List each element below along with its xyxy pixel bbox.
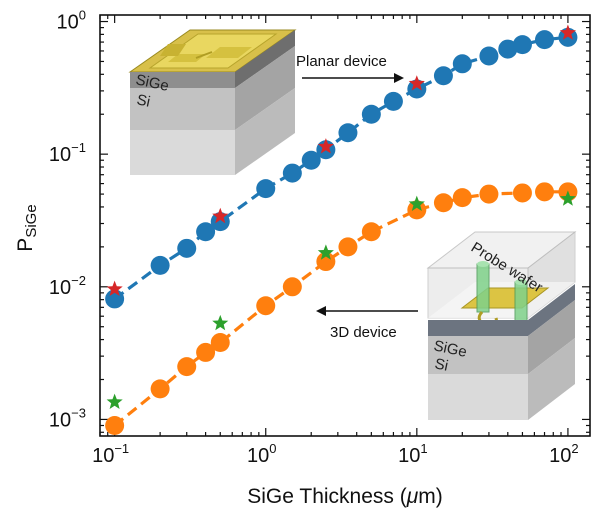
series-0-point bbox=[282, 163, 302, 183]
series-2-point bbox=[535, 182, 555, 202]
series-0-point bbox=[433, 66, 453, 86]
series-0-point bbox=[177, 238, 197, 258]
series-2-point bbox=[479, 184, 499, 204]
series-0-point bbox=[479, 46, 499, 66]
series-0-point bbox=[150, 255, 170, 275]
series-0-point bbox=[196, 222, 216, 242]
series-1-star bbox=[317, 138, 334, 154]
series-3-star bbox=[106, 393, 123, 409]
y-tick-label: 10−3 bbox=[49, 405, 86, 431]
svg-text:PSiGe: PSiGe bbox=[14, 204, 40, 251]
planar-sige-label: SiGe bbox=[134, 71, 170, 95]
series-0-point bbox=[338, 123, 358, 143]
planar-device-inset: SiGe Si bbox=[128, 29, 297, 175]
series-0-point bbox=[498, 39, 518, 59]
3d-device-inset: Probe wafer SiGe Si bbox=[426, 230, 577, 420]
series-2-point bbox=[361, 222, 381, 242]
series-marks bbox=[105, 24, 578, 435]
series-3-star bbox=[212, 314, 229, 331]
3d-sige-label: SiGe bbox=[432, 337, 468, 361]
x-tick-label: 10−1 bbox=[92, 441, 129, 467]
series-2-point bbox=[407, 200, 427, 220]
series-0-point bbox=[452, 54, 472, 74]
x-tick-label: 100 bbox=[247, 441, 276, 467]
3d-arrow-head bbox=[316, 306, 326, 316]
series-3-star bbox=[408, 195, 425, 211]
y-axis-title: PSiGe bbox=[14, 204, 40, 251]
series-0-point bbox=[105, 289, 125, 309]
series-3-star bbox=[317, 244, 334, 260]
series-1-star bbox=[559, 24, 576, 40]
series-2-point bbox=[282, 277, 302, 297]
plot-frame bbox=[99, 14, 591, 437]
planar-si-label: Si bbox=[135, 91, 152, 110]
series-0-point bbox=[256, 179, 276, 199]
series-3-star bbox=[559, 190, 576, 206]
series-2-point bbox=[433, 193, 453, 213]
y-tick-label: 100 bbox=[57, 8, 86, 34]
series-2-point bbox=[338, 237, 358, 257]
series-0-point bbox=[301, 150, 321, 170]
series-0-point bbox=[512, 35, 532, 55]
planar-arrow-head bbox=[394, 73, 404, 83]
series-2-point bbox=[150, 379, 170, 399]
series-2-point bbox=[316, 252, 336, 272]
series-2-point bbox=[452, 188, 472, 208]
series-2-point bbox=[210, 333, 230, 353]
series-0-point bbox=[210, 212, 230, 232]
series-2-point bbox=[177, 357, 197, 377]
series-2-point bbox=[256, 296, 276, 316]
y-tick-label: 10−1 bbox=[49, 140, 86, 166]
3d-si-label: Si bbox=[433, 355, 450, 374]
series-1-star bbox=[408, 75, 425, 91]
planar-device-label: Planar device bbox=[296, 53, 387, 70]
series-2-point bbox=[196, 342, 216, 362]
series-0-point bbox=[361, 104, 381, 124]
series-1-star bbox=[106, 280, 123, 296]
series-0-point bbox=[383, 91, 403, 111]
3d-device-label: 3D device bbox=[330, 324, 397, 341]
series-0-point bbox=[407, 79, 427, 99]
series-2-point bbox=[105, 415, 125, 435]
series-1-star bbox=[212, 207, 229, 224]
y-tick-label: 10−2 bbox=[49, 273, 86, 299]
x-tick-label: 102 bbox=[549, 441, 578, 467]
series-0-point bbox=[535, 30, 555, 50]
x-tick-label: 101 bbox=[398, 441, 427, 467]
x-axis-title: SiGe Thickness (μm) bbox=[247, 485, 443, 508]
series-2-point bbox=[512, 183, 532, 203]
axis-ticks: 10−1 100 101 102 10−3 10−2 10−1 100 bbox=[49, 8, 590, 467]
